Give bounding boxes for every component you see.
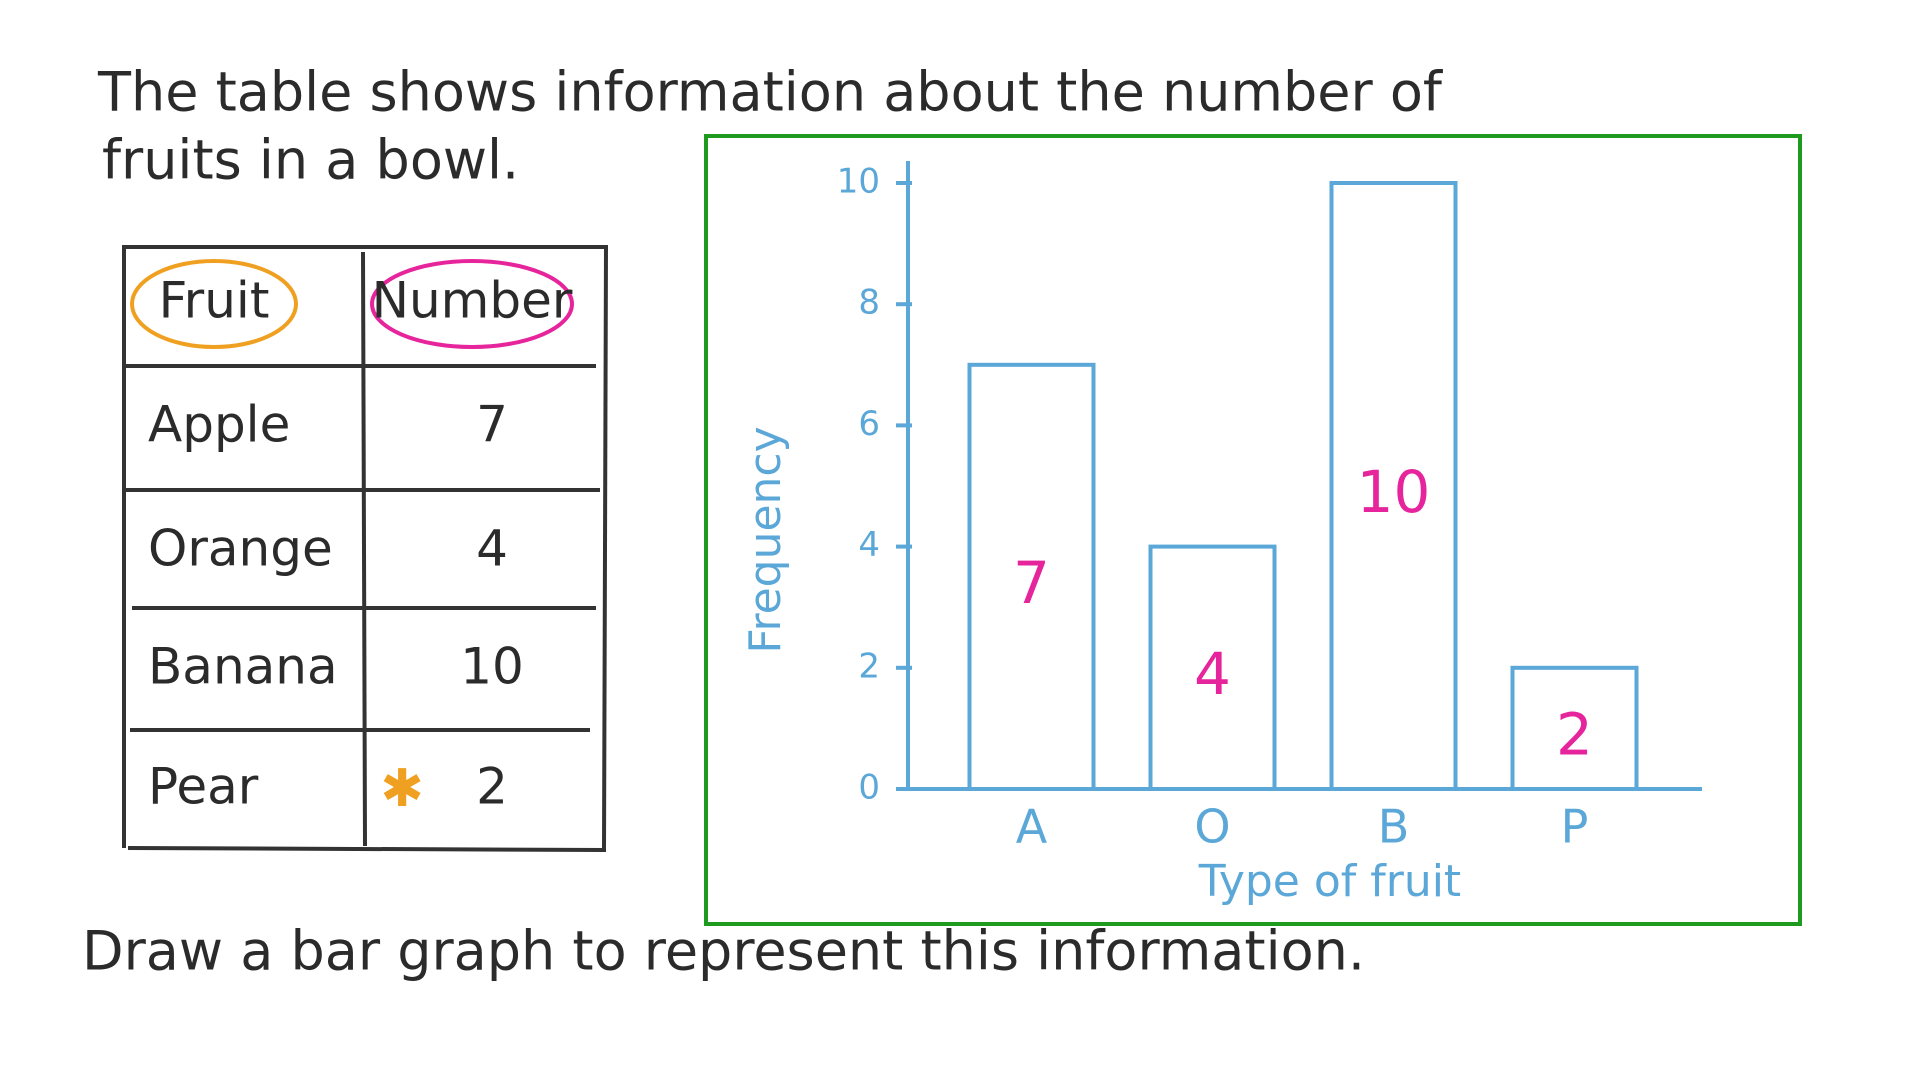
intro-line: The table shows information about the nu… bbox=[97, 61, 1444, 124]
bar-chart: 0 2 4 6 8 10 Frequency Type of fruit A 7 O 4 B 10 P 2 bbox=[740, 161, 1702, 907]
value-label: 10 bbox=[1357, 458, 1431, 526]
x-tick-label: B bbox=[1378, 800, 1410, 854]
table-cell: 2 bbox=[476, 758, 508, 816]
table-cell: Pear bbox=[148, 758, 259, 816]
table-cell: 4 bbox=[476, 520, 508, 578]
bar bbox=[967, 362, 1096, 791]
table-cell: Banana bbox=[148, 638, 338, 696]
x-axis-label: Type of fruit bbox=[1198, 856, 1461, 907]
y-tick-label: 4 bbox=[858, 525, 880, 565]
table-header: Fruit bbox=[159, 272, 270, 330]
bar bbox=[1329, 181, 1458, 791]
value-label: 7 bbox=[1013, 549, 1050, 617]
table-border bbox=[127, 846, 607, 852]
value-label: 4 bbox=[1194, 640, 1231, 708]
bar bbox=[1510, 665, 1639, 791]
x-tick-label: O bbox=[1194, 800, 1230, 854]
y-tick-label: 0 bbox=[858, 768, 880, 808]
table-cell: 7 bbox=[476, 396, 508, 454]
table-divider bbox=[361, 251, 367, 847]
intro-line: fruits in a bowl. bbox=[102, 129, 519, 192]
y-tick-label: 8 bbox=[858, 283, 880, 323]
instruction: Draw a bar graph to represent this infor… bbox=[82, 920, 1365, 983]
asterisk: ✱ bbox=[380, 759, 424, 819]
table-header: Number bbox=[372, 272, 573, 330]
highlight-circle bbox=[370, 259, 574, 349]
table-cells: Fruit Number Apple 7 Orange 4 Banana 10 Pear 2 bbox=[148, 272, 573, 816]
highlight-circle bbox=[130, 259, 298, 349]
y-tick-label: 2 bbox=[858, 646, 880, 686]
value-label: 2 bbox=[1556, 701, 1593, 769]
table-cell: Apple bbox=[148, 396, 290, 454]
table-cell: 10 bbox=[460, 638, 524, 696]
y-tick-label: 10 bbox=[837, 162, 880, 202]
y-tick-label: 6 bbox=[858, 404, 880, 444]
x-tick-label: P bbox=[1561, 800, 1589, 854]
table: ✱ bbox=[122, 245, 608, 852]
chart-frame bbox=[704, 134, 1802, 926]
bar bbox=[1148, 544, 1277, 791]
y-axis-label: Frequency bbox=[740, 426, 791, 653]
table-border bbox=[602, 246, 608, 851]
table-cell: Orange bbox=[148, 520, 333, 578]
x-tick-label: A bbox=[1016, 800, 1048, 854]
